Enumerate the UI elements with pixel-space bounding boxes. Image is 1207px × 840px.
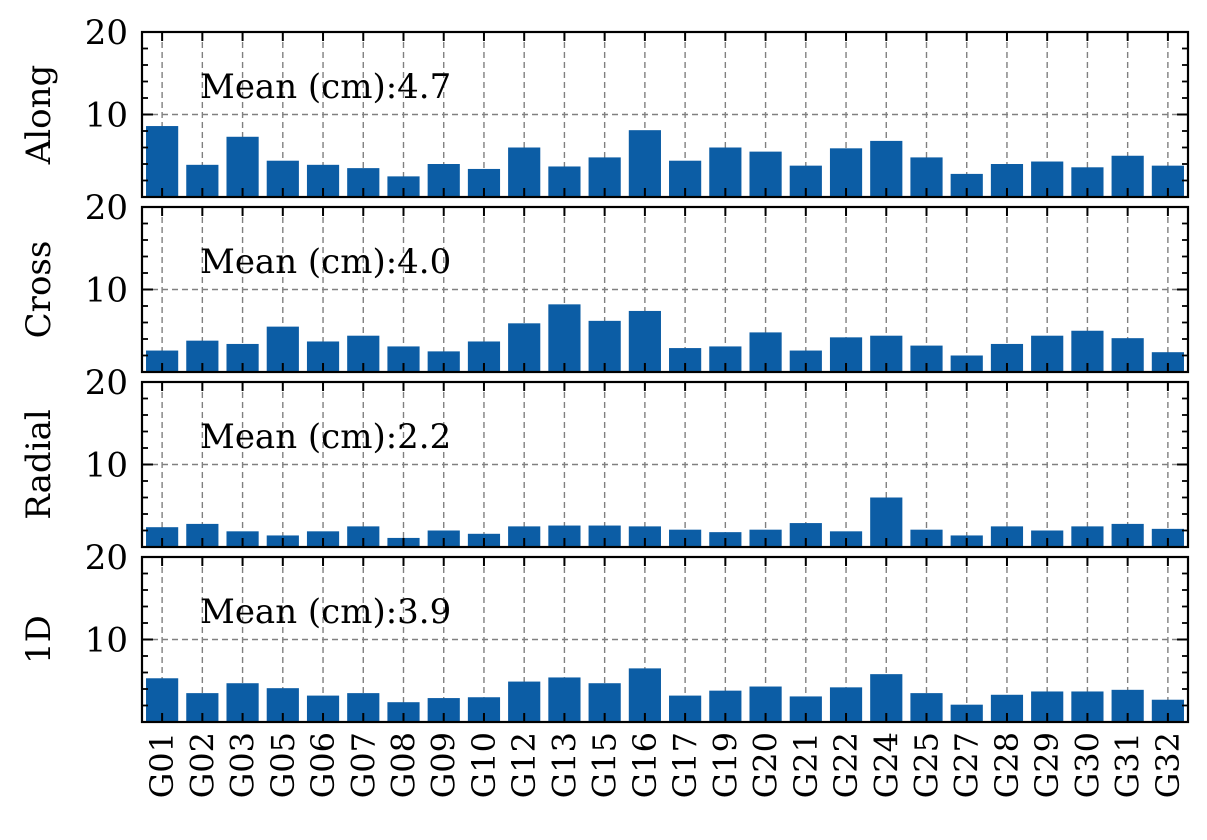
y-axis-label: 1D <box>19 615 59 664</box>
bar-g16 <box>628 130 661 197</box>
bar-g31 <box>1111 523 1144 547</box>
mean-annotation: Mean (cm):2.2 <box>200 417 451 457</box>
bar-g01 <box>146 350 179 372</box>
x-tick-label-g29: G29 <box>1028 732 1066 798</box>
bar-g16 <box>628 310 661 372</box>
bar-g32 <box>1151 352 1184 372</box>
y-axis-label: Cross <box>19 241 59 339</box>
bar-g09 <box>427 698 460 722</box>
bar-g12 <box>508 526 541 547</box>
bar-g17 <box>669 348 702 372</box>
x-tick-label-g07: G07 <box>344 732 382 798</box>
x-tick-label-g25: G25 <box>908 732 946 798</box>
bar-g13 <box>548 525 581 547</box>
y-tick-label: 20 <box>85 13 128 53</box>
mean-annotation: Mean (cm):4.0 <box>200 242 451 282</box>
panel-cross: 10 20 Cross Mean (cm):4.0 <box>19 188 1190 374</box>
y-axis-label: Along <box>19 65 59 166</box>
bar-g32 <box>1151 699 1184 722</box>
y-tick-label: 10 <box>85 271 128 311</box>
bar-g07 <box>347 526 380 547</box>
panel-1d: 10 20 1D Mean (cm):3.9 <box>19 538 1190 724</box>
panel-frame <box>140 380 1190 549</box>
x-tick-label-g16: G16 <box>626 732 664 798</box>
panel-radial: 10 20 Radial Mean (cm):2.2 <box>19 363 1190 549</box>
bar-g16 <box>628 526 661 547</box>
x-tick-label-g01: G01 <box>143 732 181 798</box>
bar-g01 <box>146 126 179 197</box>
y-tick-label: 10 <box>85 621 128 661</box>
x-tick-label-g09: G09 <box>425 732 463 798</box>
x-tick-label-g05: G05 <box>264 732 302 798</box>
bar-g27 <box>950 173 983 197</box>
bar-g03 <box>226 136 259 197</box>
x-tick-label-g32: G32 <box>1149 732 1187 798</box>
bar-g21 <box>789 523 822 547</box>
x-tick-label-g21: G21 <box>787 732 825 798</box>
y-tick-label: 10 <box>85 446 128 486</box>
bar-g13 <box>548 304 581 372</box>
x-tick-label-g19: G19 <box>706 732 744 798</box>
y-tick-label: 20 <box>85 538 128 578</box>
bar-g24 <box>870 140 903 197</box>
x-tick-label-g22: G22 <box>827 732 865 798</box>
x-tick-label-g27: G27 <box>948 732 986 798</box>
mean-annotation: Mean (cm):4.7 <box>200 67 451 107</box>
y-tick-label: 20 <box>85 188 128 228</box>
bar-g30 <box>1071 526 1104 547</box>
y-tick-label: 20 <box>85 363 128 403</box>
x-tick-label-g13: G13 <box>545 732 583 798</box>
mean-annotation: Mean (cm):3.9 <box>200 592 451 632</box>
panels-layer: 10 20 Along Mean (cm):4.7 10 20 Cross Mean (cm)… <box>19 13 1190 724</box>
x-tick-label-g06: G06 <box>304 732 342 798</box>
x-tick-labels: G01 G02 G03 G05 G06 G07 G08 G09 G10 G12 G13 G15 G16 G… <box>143 732 1187 798</box>
bar-g01 <box>146 527 179 547</box>
x-tick-label-g02: G02 <box>183 732 221 798</box>
panel-frame <box>140 555 1190 724</box>
x-tick-label-g10: G10 <box>465 732 503 798</box>
x-tick-label-g03: G03 <box>224 732 262 798</box>
x-tick-label-g20: G20 <box>747 732 785 798</box>
x-tick-label-g12: G12 <box>505 732 543 798</box>
bar-g08 <box>387 176 420 197</box>
y-tick-label: 10 <box>85 96 128 136</box>
x-tick-label-g08: G08 <box>385 732 423 798</box>
x-tick-label-g17: G17 <box>666 732 704 798</box>
y-axis-label: Radial <box>19 409 59 519</box>
x-tick-label-g31: G31 <box>1109 732 1147 798</box>
bar-g28 <box>990 526 1024 547</box>
x-tick-label-g15: G15 <box>586 732 624 798</box>
panel-along: 10 20 Along Mean (cm):4.7 <box>19 13 1190 199</box>
x-tick-label-g24: G24 <box>867 732 905 798</box>
x-tick-label-g28: G28 <box>988 732 1026 798</box>
bar-g32 <box>1151 528 1184 547</box>
panel-frame <box>140 205 1190 374</box>
bar-g21 <box>789 350 822 372</box>
bar-g02 <box>186 523 219 547</box>
bar-g08 <box>387 702 420 722</box>
bar-g15 <box>588 525 621 547</box>
x-tick-label-g30: G30 <box>1068 732 1106 798</box>
panel-frame <box>140 30 1190 199</box>
bar-g09 <box>427 351 460 372</box>
